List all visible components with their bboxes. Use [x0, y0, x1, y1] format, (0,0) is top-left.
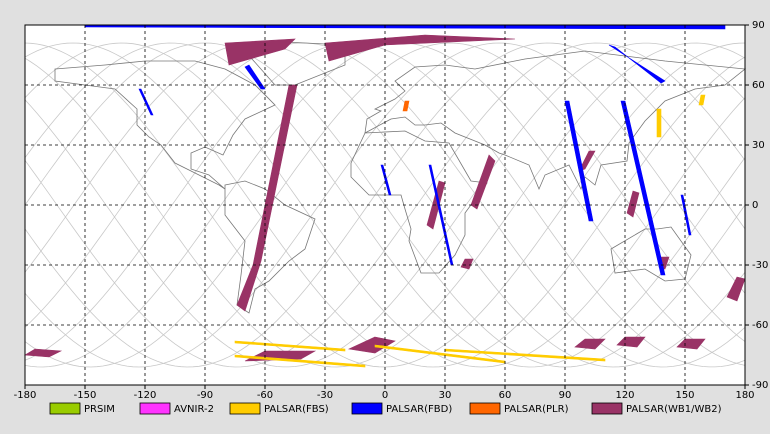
x-tick-label: -30 — [317, 390, 333, 401]
legend-swatch — [229, 402, 261, 415]
swath — [608, 44, 666, 84]
swath — [24, 348, 63, 358]
x-tick-label: -60 — [257, 390, 273, 401]
legend-label: PRSIM — [84, 404, 115, 415]
swath — [380, 164, 392, 196]
swath — [578, 150, 596, 172]
coastline — [54, 60, 276, 190]
orbit-track — [24, 42, 746, 368]
legend: PRSIM AVNIR-2 PALSAR(FBS) PALSAR(FBD) PALSAR… — [49, 402, 722, 415]
y-tick-label: -90 — [752, 380, 768, 391]
y-tick-label: 30 — [752, 140, 765, 151]
x-tick-label: 60 — [499, 390, 512, 401]
x-tick-label: -90 — [197, 390, 213, 401]
swath — [138, 88, 154, 116]
legend-swatch — [591, 402, 623, 415]
swath — [234, 340, 346, 352]
legend-swatch — [139, 402, 171, 415]
x-tick-label: 0 — [382, 390, 388, 401]
swath — [680, 194, 692, 236]
x-tick-label: 90 — [559, 390, 572, 401]
x-tick-label: -120 — [134, 390, 157, 401]
y-tick-label: -60 — [752, 320, 768, 331]
coastline — [350, 130, 488, 274]
swaths — [24, 24, 746, 368]
x-tick-label: 150 — [675, 390, 694, 401]
swath — [656, 108, 662, 138]
swath — [574, 338, 606, 350]
x-tick-label: -150 — [74, 390, 97, 401]
swath — [402, 100, 410, 112]
legend-label: PALSAR(PLR) — [504, 404, 569, 415]
swath — [347, 336, 396, 354]
legend-label: AVNIR-2 — [174, 404, 214, 415]
map-frame — [24, 24, 746, 386]
x-tick-label: 180 — [735, 390, 754, 401]
y-tick-label: 0 — [752, 200, 758, 211]
x-tick-label: 30 — [439, 390, 452, 401]
swath — [244, 64, 266, 90]
legend-label: PALSAR(WB1/WB2) — [626, 404, 722, 415]
x-tick-label: 120 — [615, 390, 634, 401]
y-tick-label: 60 — [752, 80, 765, 91]
swath — [726, 276, 746, 302]
swath — [460, 258, 474, 270]
swath — [224, 38, 296, 66]
swath — [324, 34, 516, 62]
swath — [698, 94, 706, 106]
legend-swatch — [351, 402, 383, 415]
swath — [620, 100, 666, 276]
x-tick-label: -180 — [14, 390, 37, 401]
coastline — [364, 50, 747, 191]
legend-label: PALSAR(FBS) — [264, 404, 329, 415]
swath — [626, 190, 640, 218]
swath — [470, 154, 496, 210]
legend-swatch — [469, 402, 501, 415]
y-tick-label: 90 — [752, 20, 765, 31]
swath — [234, 354, 366, 368]
y-tick-label: -30 — [752, 260, 768, 271]
swath — [564, 100, 594, 222]
orbit-track — [24, 42, 746, 368]
grid: -180 -150 -120 -90 -60 -30 0 30 60 90 120 150 180 90 6… — [14, 20, 769, 401]
swath — [616, 336, 646, 348]
legend-swatch — [49, 402, 81, 415]
swath — [676, 338, 706, 350]
legend-label: PALSAR(FBD) — [386, 404, 452, 415]
